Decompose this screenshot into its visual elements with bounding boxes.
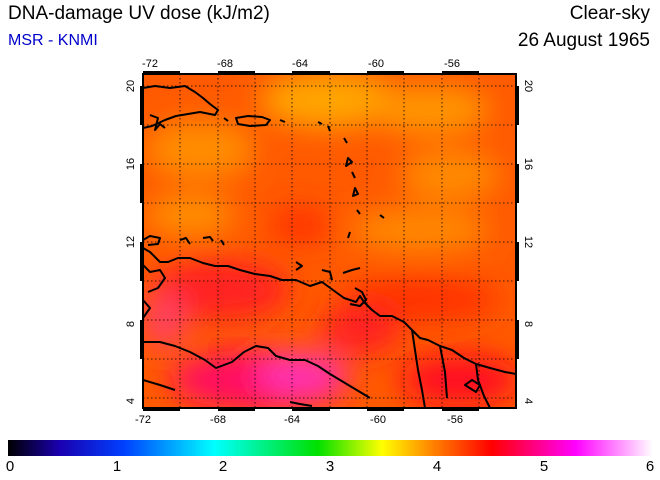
coastlines (143, 85, 516, 408)
lon-tick-top: -72 (142, 58, 158, 70)
lon-tick-bottom: -60 (370, 414, 386, 426)
sky-condition-label: Clear-sky (569, 3, 650, 24)
map-border-scale (140, 71, 519, 411)
lon-tick-bottom: -56 (447, 414, 463, 426)
colorbar-label: 1 (112, 458, 122, 475)
lon-tick-top: -68 (217, 58, 233, 70)
lon-tick-bottom: -72 (135, 414, 151, 426)
colorbar (8, 440, 653, 456)
colorbar-label: 3 (325, 458, 335, 475)
lat-tick-right: 16 (522, 157, 534, 171)
lat-tick-left: 20 (125, 79, 137, 93)
lat-tick-left: 12 (125, 235, 137, 249)
lon-tick-top: -56 (444, 58, 460, 70)
lon-tick-bottom: -68 (210, 414, 226, 426)
source-label: MSR - KNMI (8, 32, 98, 49)
date-label: 26 August 1965 (517, 30, 650, 51)
lon-tick-bottom: -64 (284, 414, 300, 426)
lat-tick-right: 8 (522, 320, 534, 328)
colorbar-label: 5 (539, 458, 549, 475)
lat-tick-right: 20 (522, 79, 534, 93)
colorbar-label: 2 (218, 458, 228, 475)
colorbar-label: 4 (432, 458, 442, 475)
lat-tick-left: 4 (125, 397, 137, 405)
colorbar-label: 6 (645, 458, 655, 475)
lon-tick-top: -64 (292, 58, 308, 70)
lat-tick-right: 4 (522, 397, 534, 405)
lat-tick-right: 12 (522, 235, 534, 249)
map-title: DNA-damage UV dose (kJ/m2) (8, 3, 270, 24)
colorbar-label: 0 (5, 458, 15, 475)
lat-tick-left: 16 (125, 157, 137, 171)
lon-tick-top: -60 (368, 58, 384, 70)
uv-dose-field (143, 74, 516, 408)
lat-tick-left: 8 (125, 320, 137, 328)
